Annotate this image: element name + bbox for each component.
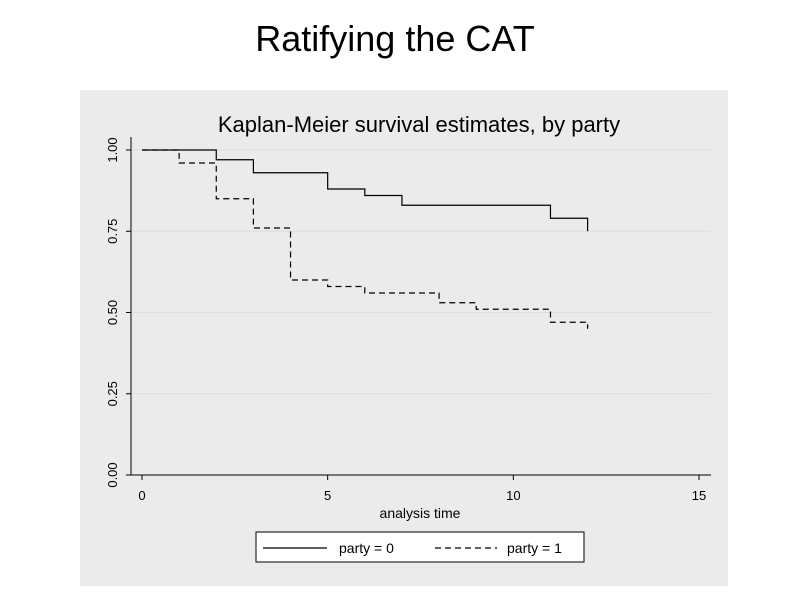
- x-tick-label: 15: [692, 488, 706, 503]
- plot-area: [131, 137, 711, 475]
- x-tick-label: 10: [506, 488, 520, 503]
- axes: 0.00 0.25 0.50 0.75 1.00 0 5 10 15: [105, 137, 711, 503]
- x-tick-label: 0: [138, 488, 145, 503]
- x-tick-label: 5: [324, 488, 331, 503]
- y-tick-label: 0.25: [105, 381, 120, 406]
- y-tick-label: 1.00: [105, 137, 120, 162]
- legend-label-party-1: party = 1: [507, 540, 562, 556]
- chart-panel: Kaplan-Meier survival estimates, by part…: [80, 90, 728, 586]
- series-line-party-0: [142, 149, 589, 232]
- km-survival-chart: Kaplan-Meier survival estimates, by part…: [105, 112, 711, 563]
- y-tick-label: 0.50: [105, 300, 120, 325]
- legend-label-party-0: party = 0: [339, 540, 394, 556]
- y-tick-label: 0.00: [105, 462, 120, 487]
- chart-title: Kaplan-Meier survival estimates, by part…: [218, 112, 620, 137]
- legend-box: [255, 531, 585, 563]
- series-line-party-1: [142, 149, 589, 329]
- y-tick-label: 0.75: [105, 219, 120, 244]
- x-axis-title: analysis time: [380, 505, 461, 521]
- page-title: Ratifying the CAT: [255, 18, 535, 59]
- series-lines: [142, 149, 589, 329]
- legend: party = 0 party = 1: [255, 531, 585, 563]
